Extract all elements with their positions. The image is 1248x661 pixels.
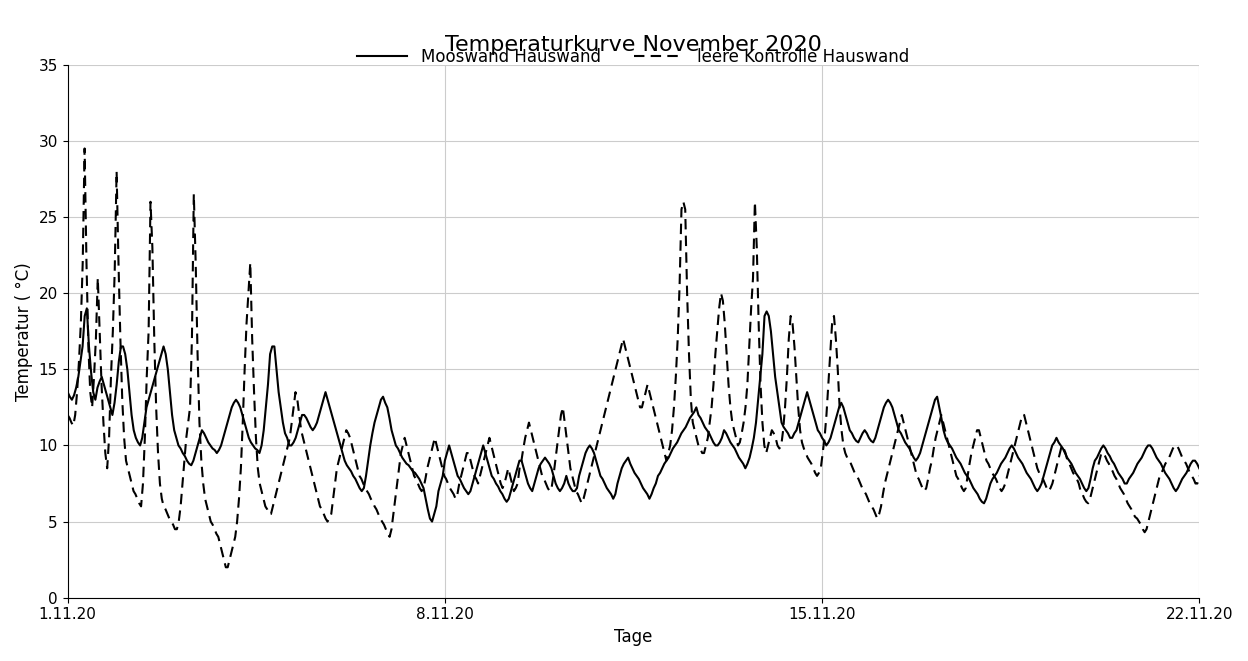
Mooswand Hauswand: [523, 484, 538, 492]
Mooswand Hauswand: [86, 388, 101, 396]
leere Kontrolle Hauswand: [837, 449, 852, 457]
Mooswand Hauswand: [267, 342, 282, 350]
leere Kontrolle Hauswand: [645, 403, 660, 411]
leere Kontrolle Hauswand: [77, 145, 92, 153]
leere Kontrolle Hauswand: [422, 457, 437, 465]
X-axis label: Tage: Tage: [614, 628, 653, 646]
Mooswand Hauswand: [80, 305, 95, 313]
Mooswand Hauswand: [384, 426, 399, 434]
leere Kontrolle Hauswand: [60, 411, 75, 419]
leere Kontrolle Hauswand: [1086, 479, 1101, 487]
Mooswand Hauswand: [1192, 464, 1207, 472]
Mooswand Hauswand: [424, 518, 439, 525]
leere Kontrolle Hauswand: [218, 563, 233, 571]
Line: Mooswand Hauswand: Mooswand Hauswand: [67, 309, 1199, 522]
Line: leere Kontrolle Hauswand: leere Kontrolle Hauswand: [67, 149, 1199, 567]
Mooswand Hauswand: [804, 403, 819, 411]
Y-axis label: Temperatur ( °C): Temperatur ( °C): [15, 262, 32, 401]
leere Kontrolle Hauswand: [1192, 472, 1207, 480]
leere Kontrolle Hauswand: [956, 487, 971, 495]
Mooswand Hauswand: [60, 388, 75, 396]
Title: Temperaturkurve November 2020: Temperaturkurve November 2020: [446, 35, 822, 55]
Mooswand Hauswand: [1129, 460, 1144, 468]
leere Kontrolle Hauswand: [710, 327, 725, 335]
Legend: Mooswand Hauswand, leere Kontrolle Hauswand: Mooswand Hauswand, leere Kontrolle Hausw…: [351, 41, 916, 73]
